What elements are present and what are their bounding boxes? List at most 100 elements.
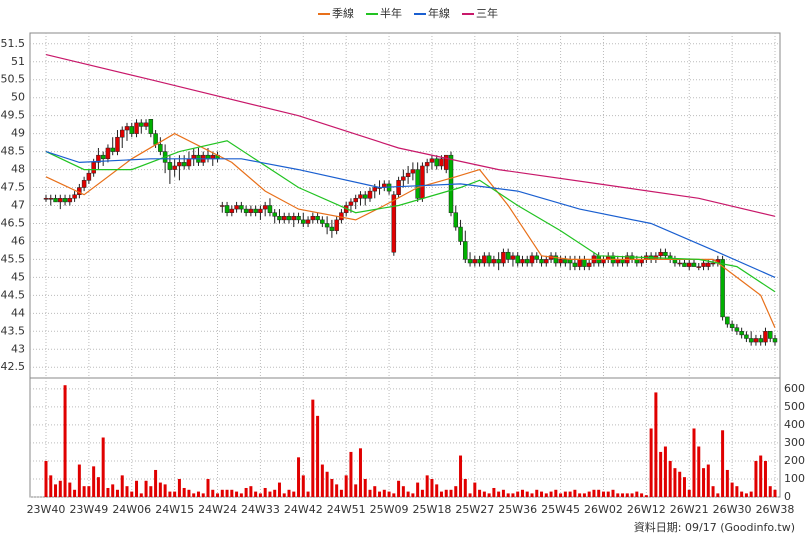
volume-bar bbox=[435, 484, 439, 497]
volume-bar bbox=[101, 437, 105, 497]
candle-body bbox=[353, 198, 358, 203]
volume-tick-label: 100 bbox=[784, 472, 805, 485]
volume-bar bbox=[173, 491, 177, 497]
volume-bar bbox=[659, 451, 663, 497]
volume-bar bbox=[411, 493, 415, 497]
candle-body bbox=[105, 147, 111, 160]
candle-body bbox=[563, 259, 568, 264]
candle-body bbox=[496, 259, 501, 264]
candle-body bbox=[510, 255, 516, 260]
volume-bar bbox=[616, 493, 620, 497]
candle-body bbox=[296, 216, 301, 221]
volume-bar bbox=[216, 493, 220, 497]
candle-body bbox=[472, 259, 478, 264]
volume-bar bbox=[492, 487, 496, 497]
candle-body bbox=[586, 262, 592, 267]
volume-bar bbox=[292, 491, 296, 497]
candle-body bbox=[463, 241, 468, 260]
candle-body bbox=[763, 331, 768, 343]
volume-bar bbox=[454, 486, 458, 497]
candle-body bbox=[501, 251, 506, 264]
volume-bar bbox=[449, 489, 453, 497]
candle-body bbox=[691, 262, 697, 267]
candle-body bbox=[234, 205, 239, 210]
candle-body bbox=[305, 219, 311, 224]
y-tick-label: 48 bbox=[11, 163, 25, 176]
volume-bar bbox=[401, 486, 405, 497]
volume-bar bbox=[711, 486, 715, 497]
candle-body bbox=[124, 126, 130, 131]
volume-bar bbox=[154, 469, 158, 497]
candle-body bbox=[391, 194, 397, 253]
y-tick-label: 49.5 bbox=[1, 109, 26, 122]
y-tick-label: 44 bbox=[11, 306, 25, 319]
candle-body bbox=[424, 162, 430, 167]
volume-bar bbox=[115, 489, 119, 497]
candle-body bbox=[358, 194, 363, 199]
candle-body bbox=[372, 187, 378, 192]
volume-bar bbox=[625, 493, 629, 497]
volume-bar bbox=[158, 482, 162, 497]
volume-bar bbox=[578, 493, 582, 497]
volume-bar bbox=[382, 489, 386, 497]
candle-body bbox=[310, 216, 316, 221]
y-tick-label: 49 bbox=[11, 127, 25, 140]
volume-bar bbox=[135, 480, 139, 497]
y-tick-label: 47.5 bbox=[1, 181, 26, 194]
volume-bar bbox=[301, 475, 305, 497]
candle-body bbox=[315, 216, 320, 221]
candle-body bbox=[119, 129, 125, 138]
candle-body bbox=[129, 126, 135, 134]
candle-body bbox=[177, 162, 182, 167]
candle-body bbox=[677, 262, 682, 265]
volume-bar bbox=[592, 489, 596, 497]
volume-bar bbox=[354, 484, 358, 497]
volume-bar bbox=[644, 495, 648, 497]
candle-body bbox=[734, 327, 740, 332]
x-tick-label: 26W38 bbox=[756, 503, 795, 516]
candle-body bbox=[224, 205, 230, 213]
volume-bar bbox=[63, 385, 67, 497]
candle-body bbox=[753, 338, 759, 343]
volume-bar bbox=[582, 493, 586, 497]
volume-bar bbox=[220, 489, 224, 497]
candle-body bbox=[91, 162, 96, 174]
candle-body bbox=[710, 262, 716, 265]
volume-bar bbox=[82, 486, 86, 497]
volume-bar bbox=[73, 489, 77, 497]
candle-body bbox=[758, 338, 763, 343]
candle-body bbox=[482, 255, 487, 264]
candle-body bbox=[663, 251, 668, 257]
y-tick-label: 45 bbox=[11, 270, 25, 283]
volume-bar bbox=[735, 486, 739, 497]
volume-bar bbox=[525, 491, 529, 497]
volume-bar bbox=[697, 446, 701, 497]
volume-bar bbox=[196, 491, 200, 497]
volume-bar bbox=[568, 491, 572, 497]
candle-body bbox=[220, 205, 225, 207]
volume-bar bbox=[44, 460, 48, 497]
volume-bar bbox=[282, 493, 286, 497]
candle-body bbox=[491, 259, 497, 264]
volume-bar bbox=[497, 491, 501, 497]
candle-body bbox=[143, 122, 149, 127]
y-tick-label: 43 bbox=[11, 342, 25, 355]
volume-bar bbox=[506, 493, 510, 497]
x-tick-label: 25W09 bbox=[370, 503, 409, 516]
volume-bar bbox=[187, 489, 191, 497]
candle-body bbox=[239, 205, 244, 210]
volume-bar bbox=[563, 491, 567, 497]
x-tick-label: 23W40 bbox=[27, 503, 66, 516]
volume-bar bbox=[640, 493, 644, 497]
volume-bar bbox=[535, 489, 539, 497]
volume-bar bbox=[339, 489, 343, 497]
volume-bar bbox=[244, 487, 248, 497]
candle-body bbox=[281, 216, 287, 221]
volume-bar bbox=[230, 489, 234, 497]
volume-bar bbox=[473, 482, 477, 497]
candle-body bbox=[110, 147, 115, 152]
candle-body bbox=[148, 119, 154, 134]
volume-bar bbox=[730, 482, 734, 497]
candle-body bbox=[420, 165, 425, 199]
